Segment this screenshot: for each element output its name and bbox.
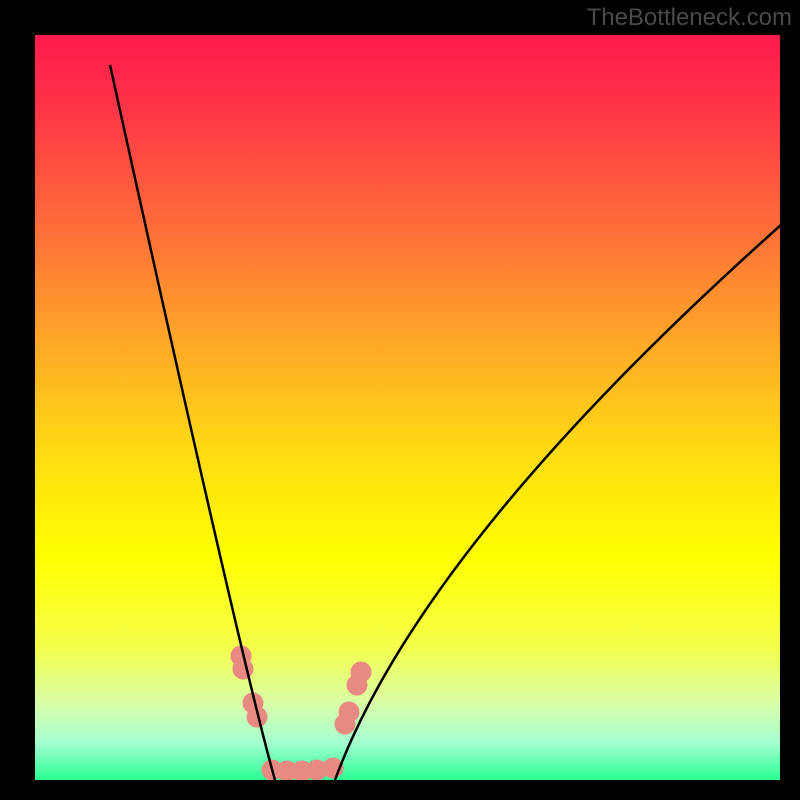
- chart-frame: TheBottleneck.com: [0, 0, 800, 800]
- watermark-text: TheBottleneck.com: [587, 4, 792, 32]
- right-curve: [335, 195, 780, 780]
- data-marker: [351, 662, 372, 683]
- marker-group: [231, 646, 372, 781]
- data-marker: [233, 659, 254, 680]
- data-marker: [339, 702, 360, 723]
- plot-area: [35, 35, 780, 780]
- curve-layer: [35, 35, 780, 780]
